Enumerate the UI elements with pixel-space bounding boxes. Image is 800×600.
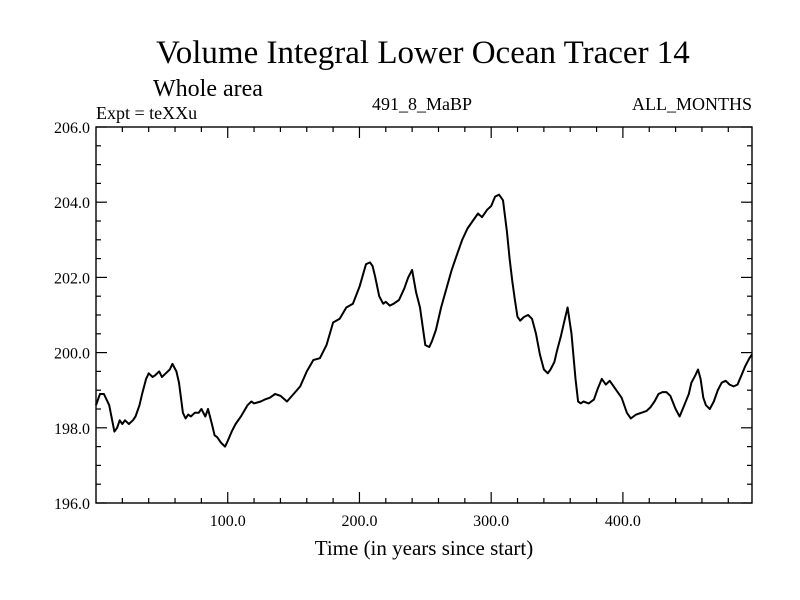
center-label: 491_8_MaBP — [372, 94, 472, 114]
chart-subtitle: Whole area — [153, 76, 263, 102]
y-tick-label: 198.0 — [54, 421, 90, 438]
x-tick-label: 200.0 — [341, 513, 377, 530]
y-tick-label: 196.0 — [54, 496, 90, 513]
x-axis-label: Time (in years since start) — [315, 536, 534, 560]
x-tick-label: 300.0 — [473, 513, 509, 530]
experiment-label: Expt = teXXu — [96, 103, 197, 123]
plot-frame — [95, 126, 753, 504]
x-tick-label: 400.0 — [605, 513, 641, 530]
y-tick-label: 204.0 — [54, 195, 90, 212]
chart-title: Volume Integral Lower Ocean Tracer 14 — [156, 35, 690, 71]
series-line — [95, 193, 753, 448]
x-tick-label: 100.0 — [210, 513, 246, 530]
y-tick-label: 202.0 — [54, 270, 90, 287]
y-tick-label: 206.0 — [54, 120, 90, 137]
y-tick-label: 200.0 — [54, 346, 90, 363]
axes-layer: 196.0 198.0 200.0 202.0 204.0 206.0 100.0 200.0… — [54, 120, 752, 530]
right-label: ALL_MONTHS — [632, 94, 752, 114]
